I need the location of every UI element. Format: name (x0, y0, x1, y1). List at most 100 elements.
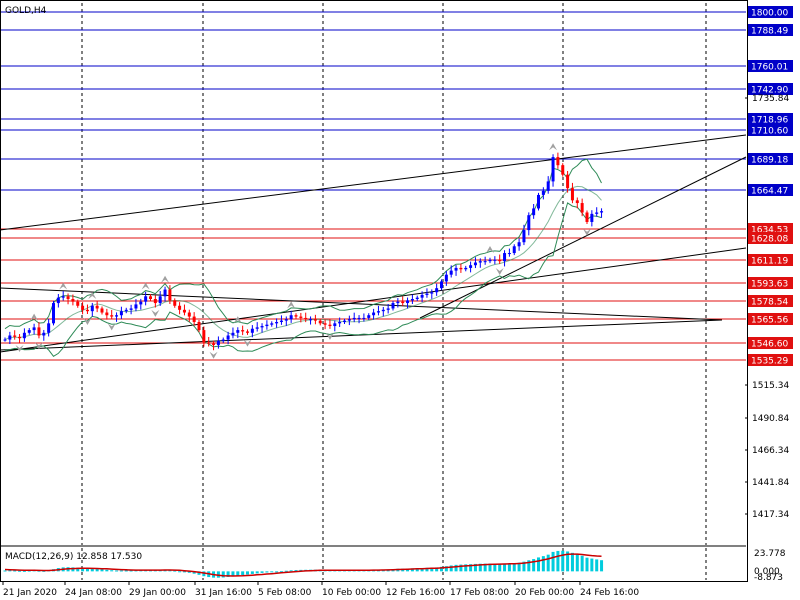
macd-histogram-bar (110, 570, 114, 572)
price-tag-text: 1578.54 (751, 298, 788, 308)
candle-body (18, 336, 22, 339)
macd-histogram-bar (590, 558, 594, 572)
candle-body (76, 301, 80, 306)
candle-body (212, 343, 216, 345)
macd-histogram-bar (537, 557, 540, 572)
price-tag-text: 1611.19 (751, 257, 788, 267)
macd-histogram-bar (473, 563, 477, 572)
price-tag-text: 1788.49 (751, 27, 788, 37)
candle-body (488, 259, 492, 262)
price-tag-blue: 1760.01 (748, 60, 793, 73)
price-tag-text: 1565.56 (751, 316, 788, 326)
macd-histogram-bar (459, 564, 463, 572)
candle-body (66, 296, 70, 300)
price-tag-box (748, 24, 793, 36)
macd-histogram-bar (119, 570, 123, 572)
candle-body (338, 321, 342, 324)
candle-body (444, 274, 448, 282)
macd-histogram-bar (488, 563, 492, 572)
fractal-down-marker (15, 345, 24, 353)
candle-body (289, 315, 293, 320)
candle-body (52, 303, 55, 324)
candle-body (464, 267, 468, 270)
candle-body (231, 332, 235, 336)
macd-histogram-bar (541, 556, 545, 572)
candle-body (386, 308, 390, 310)
macd-histogram-bar (241, 571, 245, 575)
price-tag-blue: 1710.60 (748, 124, 793, 137)
price-tag-text: 1664.47 (751, 187, 788, 197)
candle-body (420, 294, 424, 298)
macd-histogram-bar (420, 567, 424, 572)
candle-body (85, 309, 89, 312)
time-tick-label: 24 Feb 16:00 (580, 588, 639, 598)
macd-histogram-bar (527, 560, 531, 572)
candle-body (425, 293, 429, 295)
macd-panel (0, 545, 746, 578)
price-tag-text: 1742.90 (751, 86, 788, 96)
fractal-up-marker (88, 291, 97, 299)
fractal-up-marker (59, 282, 68, 290)
candle-body (37, 327, 41, 336)
macd-histogram-bar (13, 570, 17, 572)
price-tick-label: 1417.34 (752, 510, 789, 520)
band-middle (4, 185, 602, 341)
candle-body (226, 335, 230, 340)
macd-histogram-bar (478, 563, 482, 572)
price-tag-text: 1535.29 (751, 357, 788, 367)
candle-body (168, 289, 172, 301)
price-tag-red: 1593.63 (748, 277, 793, 290)
macd-histogram-bar (580, 555, 584, 572)
fractal-down-marker (243, 339, 252, 347)
candle-body (8, 335, 12, 340)
macd-histogram-bar (265, 571, 269, 573)
fractal-up-marker (287, 301, 296, 309)
candle-body (47, 323, 51, 333)
candle-body (522, 230, 526, 243)
candle-body (173, 300, 177, 306)
macd-histogram-bar (570, 552, 574, 572)
price-tag-blue: 1664.47 (748, 184, 793, 197)
candle-body (182, 309, 186, 313)
price-tag-box (748, 6, 793, 18)
time-tick-label: 10 Feb 00:00 (322, 588, 381, 598)
candle-body (236, 330, 240, 333)
candle-body (561, 165, 565, 175)
price-axis[interactable]: 1800.00 1788.49 1760.01 1742.90 1718.961710.… (745, 6, 793, 583)
candle-body (367, 315, 371, 318)
candle-body (580, 203, 584, 213)
price-tag-blue: 1788.49 (748, 24, 793, 37)
candle-body (570, 188, 574, 201)
fractals-layer (15, 143, 591, 359)
candle-body (323, 323, 327, 325)
price-tag-text: 1760.01 (751, 63, 788, 73)
price-tick-label: 1490.84 (752, 414, 789, 424)
candle-body (537, 194, 540, 209)
time-axis[interactable]: 21 Jan 2020 24 Jan 08:00 29 Jan 00:00 31 Ja… (2, 582, 639, 598)
macd-histogram-bar (260, 571, 264, 573)
macd-tick-label: 23.778 (754, 549, 786, 559)
macd-histogram-bar (498, 563, 502, 572)
candle-body (532, 208, 536, 216)
price-tag-text: 1800.00 (751, 9, 788, 19)
candle-body (144, 296, 148, 302)
candle-body (507, 253, 511, 255)
fractal-up-marker (233, 316, 242, 324)
candle-body (376, 311, 380, 313)
candle-body (3, 339, 7, 341)
macd-histogram-bar (425, 567, 429, 572)
candle-body (469, 265, 473, 268)
chart-frame (0, 0, 748, 582)
candle-body (115, 315, 119, 317)
macd-histogram-bar (566, 551, 570, 572)
macd-histogram-bar (546, 554, 550, 572)
price-tag-box (748, 83, 793, 95)
band-lower (4, 202, 602, 357)
candle-body (279, 320, 283, 322)
trend-line (0, 287, 723, 321)
candle-body (498, 259, 502, 262)
fractal-down-marker (325, 332, 334, 340)
time-tick-label: 31 Jan 16:00 (195, 588, 252, 598)
band-upper (4, 158, 602, 330)
macd-histogram-bar (187, 571, 191, 573)
